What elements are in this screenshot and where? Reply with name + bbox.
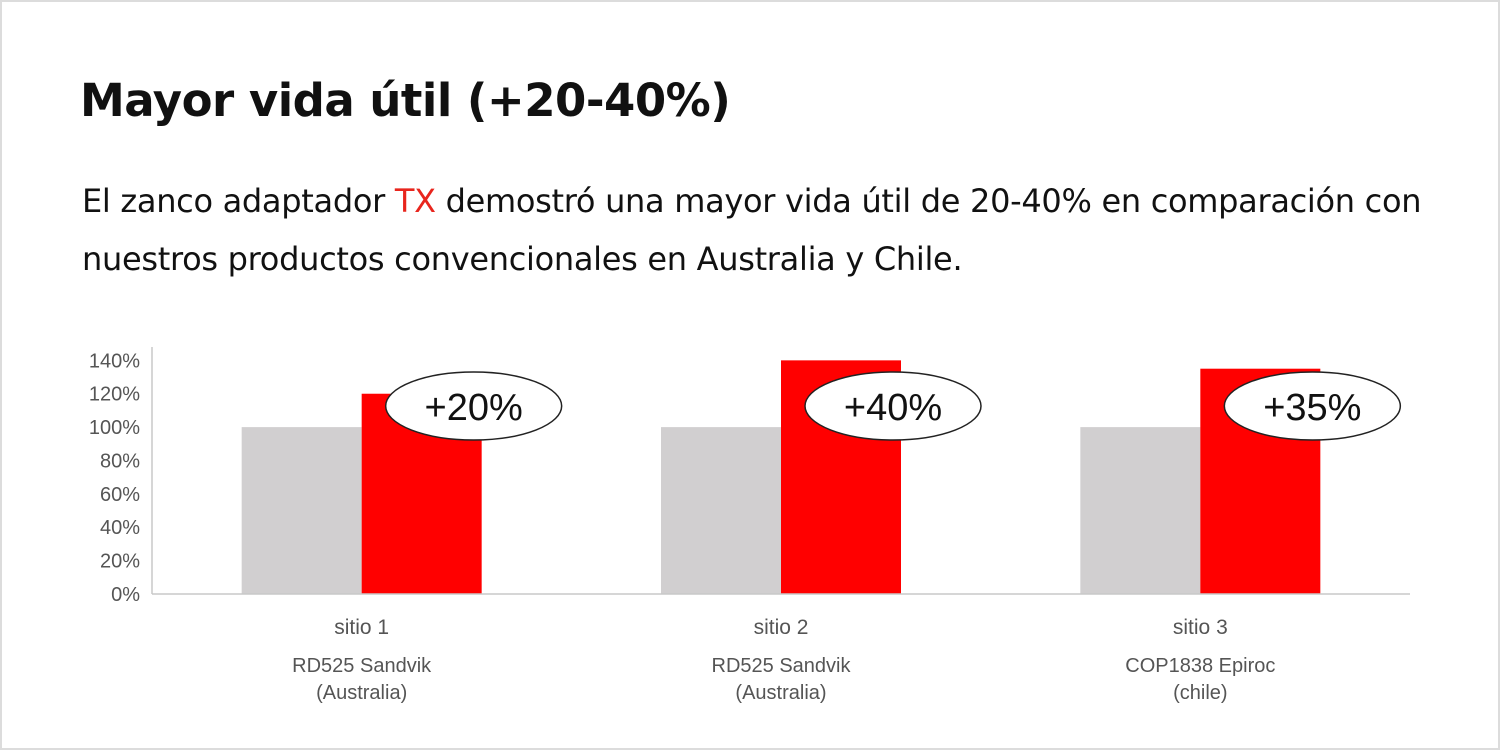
x-category-sublabel: (Australia) <box>316 682 407 704</box>
x-category-sublabel: (Australia) <box>735 682 826 704</box>
y-tick-label: 20% <box>100 551 140 573</box>
bar-conventional <box>241 427 362 594</box>
annotation-bubble <box>804 371 982 441</box>
description-highlight-tx: TX <box>394 182 436 220</box>
page-title: Mayor vida útil (+20-40%) <box>80 74 731 127</box>
x-category-sublabel: RD525 Sandvik <box>712 655 852 677</box>
x-category-sublabel: (chile) <box>1173 682 1227 704</box>
y-tick-label: 100% <box>89 417 140 439</box>
annotation-bubble <box>384 371 563 441</box>
description-part-2: demostró una mayor vida útil de 20-40% e… <box>82 182 1422 278</box>
x-category-label: sitio 1 <box>334 616 389 639</box>
annotation-bubble <box>1223 371 1402 441</box>
x-category-sublabel: COP1838 Epiroc <box>1125 655 1275 677</box>
bar-conventional <box>661 427 781 594</box>
annotation-label: +20% <box>425 387 523 429</box>
y-tick-label: 60% <box>100 484 140 506</box>
y-tick-label: 80% <box>100 450 140 472</box>
y-tick-label: 0% <box>111 584 140 606</box>
description-part-1: El zanco adaptador <box>82 182 395 220</box>
description-text: El zanco adaptador TX demostró una mayor… <box>82 172 1422 288</box>
y-tick-label: 40% <box>100 517 140 539</box>
x-category-label: sitio 2 <box>754 616 809 639</box>
bar-conventional <box>1080 427 1201 594</box>
annotation-label: +40% <box>844 387 942 429</box>
x-category-sublabel: RD525 Sandvik <box>292 655 432 677</box>
x-category-label: sitio 3 <box>1173 616 1228 639</box>
y-tick-label: 120% <box>89 384 140 406</box>
annotation-label: +35% <box>1263 387 1361 429</box>
y-tick-label: 140% <box>89 350 140 372</box>
